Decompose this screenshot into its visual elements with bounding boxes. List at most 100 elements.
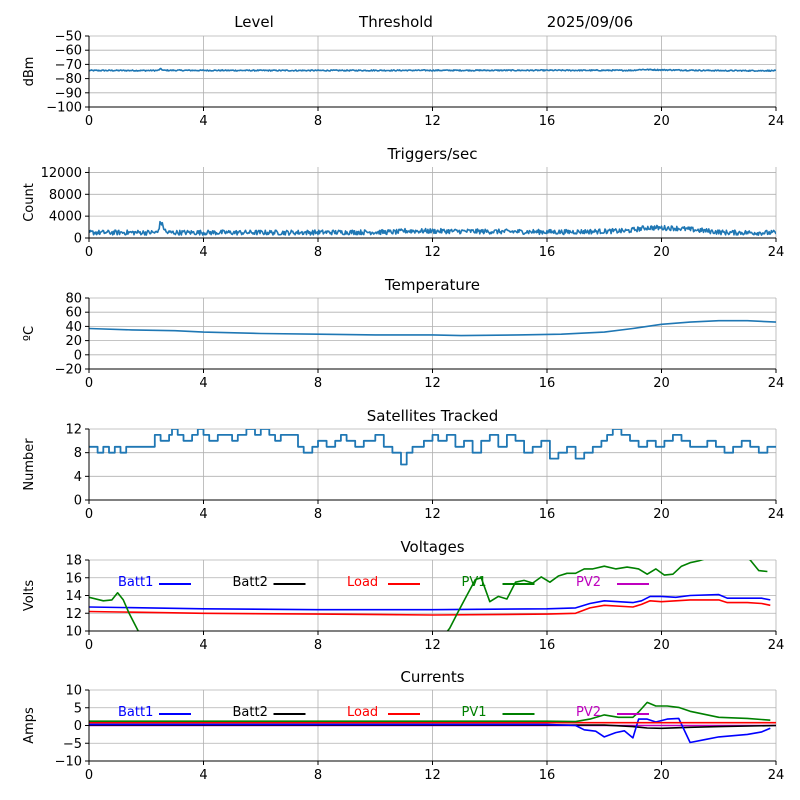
series-group [89, 429, 776, 466]
x-tick-label: 4 [199, 376, 207, 391]
x-tick-label: 0 [85, 245, 93, 260]
y-tick-label: 10 [65, 625, 82, 640]
x-tick-label: 12 [424, 245, 441, 260]
x-tick-label: 20 [653, 114, 670, 129]
x-tick-label: 12 [424, 768, 441, 783]
x-tick-label: 16 [539, 376, 556, 391]
series-line-s1 [89, 429, 776, 466]
y-tick-label: 10 [65, 684, 82, 699]
x-tick-label: 24 [768, 507, 785, 522]
series-line-s1 [89, 220, 776, 236]
y-tick-label: 14 [65, 589, 82, 604]
x-tick-label: 0 [85, 638, 93, 653]
series-group [89, 67, 776, 72]
x-tick-label: 4 [199, 114, 207, 129]
y-tick-label: 20 [65, 334, 82, 349]
y-tick-label: −70 [55, 58, 82, 73]
x-tick-label: 12 [424, 114, 441, 129]
series-line-s2 [89, 599, 771, 616]
x-tick-label: 24 [768, 768, 785, 783]
y-tick-label: 0 [74, 494, 82, 509]
series-group [89, 319, 776, 337]
series-line-s3 [89, 560, 768, 631]
y-tick-label: 4 [74, 470, 82, 485]
y-axis-label: Volts [22, 580, 37, 612]
legend-label: PV1 [462, 575, 487, 590]
x-tick-label: 12 [424, 638, 441, 653]
x-tick-label: 8 [314, 376, 322, 391]
x-tick-label: 16 [539, 245, 556, 260]
series-line-s1 [89, 67, 776, 72]
header-date-label: 2025/09/06 [547, 13, 633, 31]
y-tick-label: 80 [65, 292, 82, 307]
x-tick-label: 20 [653, 768, 670, 783]
y-tick-label: 16 [65, 571, 82, 586]
y-tick-label: 4000 [49, 210, 82, 225]
y-tick-label: 40 [65, 320, 82, 335]
series-group [89, 701, 776, 744]
y-tick-label: −100 [46, 101, 82, 116]
x-tick-label: 24 [768, 114, 785, 129]
series-line-s1 [89, 593, 771, 611]
y-tick-label: 18 [65, 554, 82, 569]
panel-title: Voltages [400, 538, 464, 556]
series-line-s3 [89, 717, 771, 744]
series-line-s5 [89, 701, 771, 723]
x-tick-label: 24 [768, 376, 785, 391]
y-axis-label: ºC [22, 326, 37, 341]
x-tick-label: 0 [85, 768, 93, 783]
header-threshold-label: Threshold [358, 13, 433, 31]
y-tick-label: 8000 [49, 188, 82, 203]
y-tick-label: −10 [55, 755, 82, 770]
x-tick-label: 4 [199, 638, 207, 653]
legend-label: Batt1 [118, 705, 153, 720]
y-axis-label: Number [22, 438, 37, 491]
y-tick-label: −90 [55, 86, 82, 101]
x-tick-label: 4 [199, 507, 207, 522]
x-tick-label: 8 [314, 245, 322, 260]
x-tick-label: 16 [539, 114, 556, 129]
y-axis-label: Count [22, 183, 37, 222]
y-tick-label: −5 [63, 737, 82, 752]
x-tick-label: 8 [314, 114, 322, 129]
x-tick-label: 16 [539, 768, 556, 783]
x-tick-label: 8 [314, 768, 322, 783]
x-tick-label: 0 [85, 376, 93, 391]
y-tick-label: −80 [55, 72, 82, 87]
y-axis-label: dBm [22, 57, 37, 87]
x-tick-label: 8 [314, 638, 322, 653]
panel-title: Triggers/sec [387, 145, 478, 163]
x-tick-label: 24 [768, 245, 785, 260]
legend-label: PV2 [576, 705, 601, 720]
x-tick-label: 20 [653, 638, 670, 653]
legend-label: Batt2 [233, 575, 268, 590]
x-tick-label: 4 [199, 245, 207, 260]
y-tick-label: 12000 [41, 166, 82, 181]
panel-title: Temperature [384, 276, 480, 294]
panel-title: Currents [400, 668, 464, 686]
legend-label: PV2 [576, 575, 601, 590]
chart-panel-6: 0 4 8 12 16 20 24 −10 −5 0 5 10 Currents Amps Batt1 Bat… [22, 668, 784, 783]
y-tick-label: 0 [74, 348, 82, 363]
y-tick-label: 12 [65, 607, 82, 622]
legend-label: Load [347, 705, 378, 720]
x-tick-label: 20 [653, 245, 670, 260]
y-tick-label: 0 [74, 719, 82, 734]
legend-label: Load [347, 575, 378, 590]
y-tick-label: 12 [65, 423, 82, 438]
y-axis-label: Amps [22, 707, 37, 744]
legend-label: Batt2 [233, 705, 268, 720]
y-tick-label: 8 [74, 446, 82, 461]
series-group [89, 560, 771, 631]
chart-panel-1: 0 4 8 12 16 20 24 −100−90−80−70−60−50 dBm [22, 30, 784, 130]
x-tick-label: 4 [199, 768, 207, 783]
x-tick-label: 20 [653, 376, 670, 391]
series-group [89, 220, 776, 236]
x-tick-label: 16 [539, 507, 556, 522]
y-tick-label: −60 [55, 44, 82, 59]
x-tick-label: 8 [314, 507, 322, 522]
y-tick-label: −50 [55, 30, 82, 45]
x-tick-label: 24 [768, 638, 785, 653]
legend-label: PV1 [462, 705, 487, 720]
